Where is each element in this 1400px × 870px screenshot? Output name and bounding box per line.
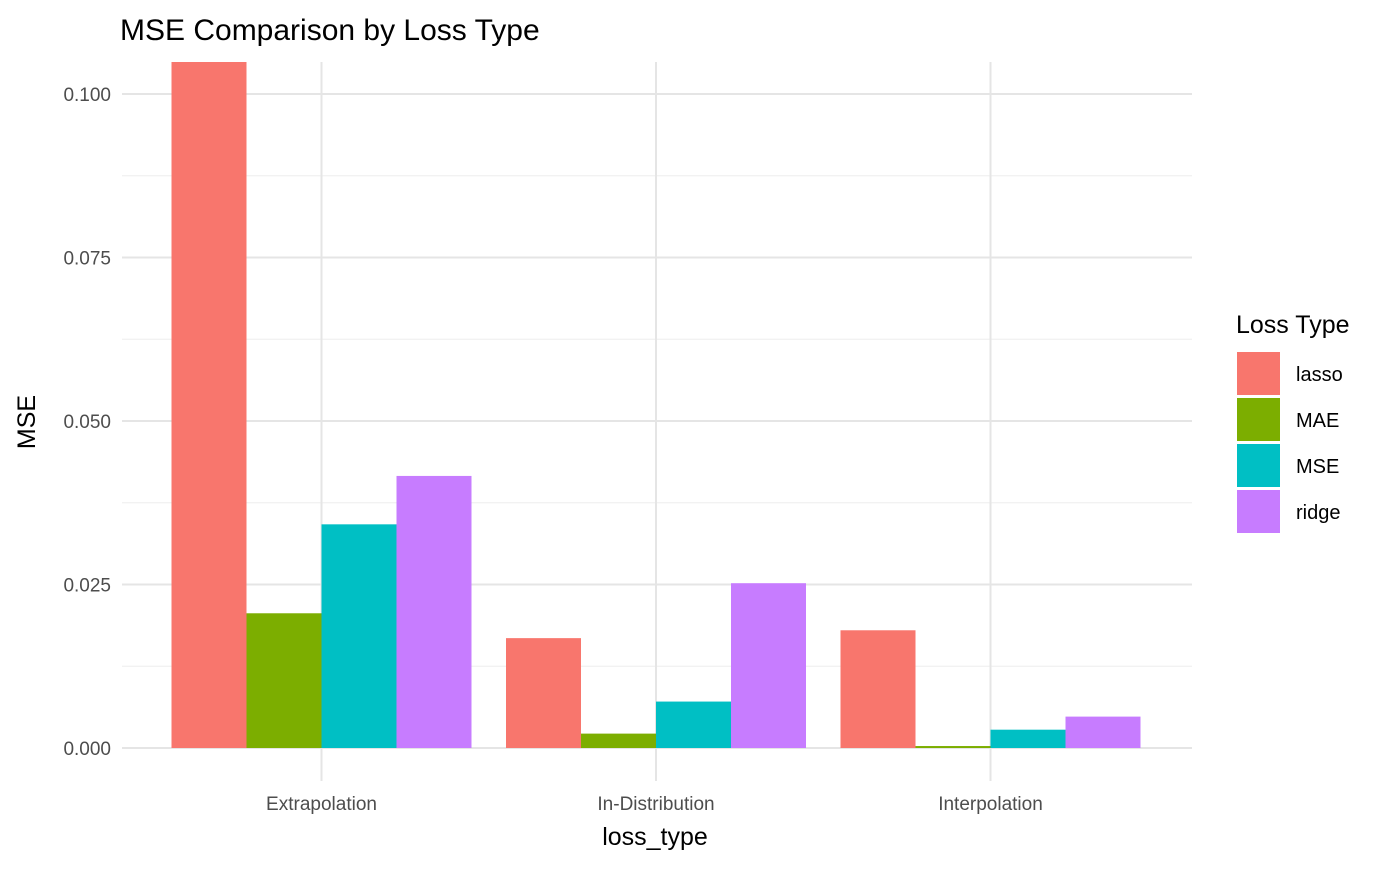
legend-label-ridge: ridge [1296, 502, 1340, 524]
x-axis-title: loss_type [602, 823, 708, 851]
bar-MSE-Extrapolation [321, 524, 397, 748]
bar-ridge-Extrapolation [396, 475, 472, 748]
x-tick-label: Interpolation [938, 794, 1043, 815]
bar-lasso-In-Distribution [506, 638, 581, 748]
x-tick-label: In-Distribution [597, 794, 714, 815]
y-tick-label: 0.000 [63, 739, 111, 760]
legend-label-MAE: MAE [1296, 410, 1339, 432]
legend-swatch-MAE [1237, 398, 1280, 441]
y-tick-label: 0.050 [63, 412, 111, 433]
legend-label-MSE: MSE [1296, 456, 1339, 478]
bar-ridge-Interpolation [1065, 716, 1141, 748]
bar-MAE-Interpolation [915, 746, 991, 748]
legend-swatch-ridge [1237, 490, 1280, 533]
x-axis-ticks: Extrapolation In-Distribution Interpolatio… [266, 794, 1043, 815]
bar-MSE-In-Distribution [656, 701, 731, 748]
legend-label-lasso: lasso [1296, 364, 1343, 386]
y-axis-ticks: 0.000 0.025 0.050 0.075 0.100 [63, 85, 111, 760]
bar-lasso-Interpolation [840, 630, 916, 748]
bars [171, 62, 1141, 748]
bar-MAE-Extrapolation [246, 613, 322, 748]
legend-swatch-MSE [1237, 444, 1280, 487]
y-tick-label: 0.075 [63, 249, 111, 270]
bar-ridge-In-Distribution [731, 583, 806, 748]
y-tick-label: 0.025 [63, 576, 111, 597]
bar-MSE-Interpolation [990, 729, 1066, 748]
legend: Loss Type lasso MAE MSE ridge [1236, 311, 1350, 533]
legend-title: Loss Type [1236, 311, 1350, 339]
bar-MAE-In-Distribution [581, 733, 656, 748]
bar-lasso-Extrapolation [171, 62, 247, 748]
chart-title: MSE Comparison by Loss Type [120, 14, 540, 47]
legend-swatch-lasso [1237, 352, 1280, 395]
y-axis-title: MSE [13, 395, 41, 449]
x-tick-label: Extrapolation [266, 794, 377, 815]
y-tick-label: 0.100 [63, 85, 111, 106]
